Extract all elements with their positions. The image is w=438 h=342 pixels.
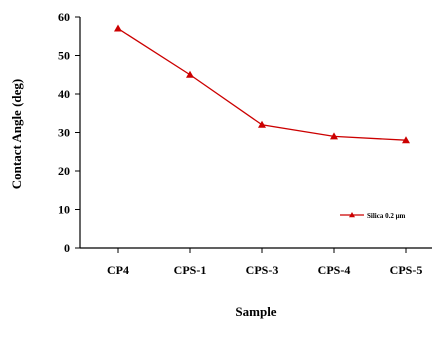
y-tick-label: 40	[58, 87, 70, 101]
data-point-marker	[402, 136, 410, 144]
x-tick-label: CPS-3	[246, 263, 279, 277]
data-point-marker	[186, 70, 194, 78]
x-tick-label: CPS-4	[318, 263, 351, 277]
x-axis-title: Sample	[235, 304, 276, 319]
y-tick-label: 10	[58, 203, 70, 217]
data-point-marker	[258, 120, 266, 128]
x-ticks: CP4 CPS-1 CPS-3 CPS-4 CPS-5	[107, 248, 422, 277]
legend: Silica 0.2 μm	[340, 212, 406, 220]
x-tick-label: CP4	[107, 263, 129, 277]
y-tick-label: 0	[64, 241, 70, 255]
y-tick-label: 60	[58, 10, 70, 24]
data-point-marker	[330, 132, 338, 140]
x-tick-label: CPS-1	[174, 263, 207, 277]
y-axis-title: Contact Angle (deg)	[9, 79, 24, 190]
y-ticks: 0 10 20 30 40 50 60	[58, 10, 80, 255]
x-tick-label: CPS-5	[390, 263, 423, 277]
data-point-marker	[114, 24, 122, 32]
legend-label: Silica 0.2 μm	[367, 212, 406, 220]
y-tick-label: 20	[58, 164, 70, 178]
y-tick-label: 50	[58, 49, 70, 63]
series-layer	[114, 24, 410, 144]
legend-marker	[349, 212, 355, 218]
y-tick-label: 30	[58, 126, 70, 140]
